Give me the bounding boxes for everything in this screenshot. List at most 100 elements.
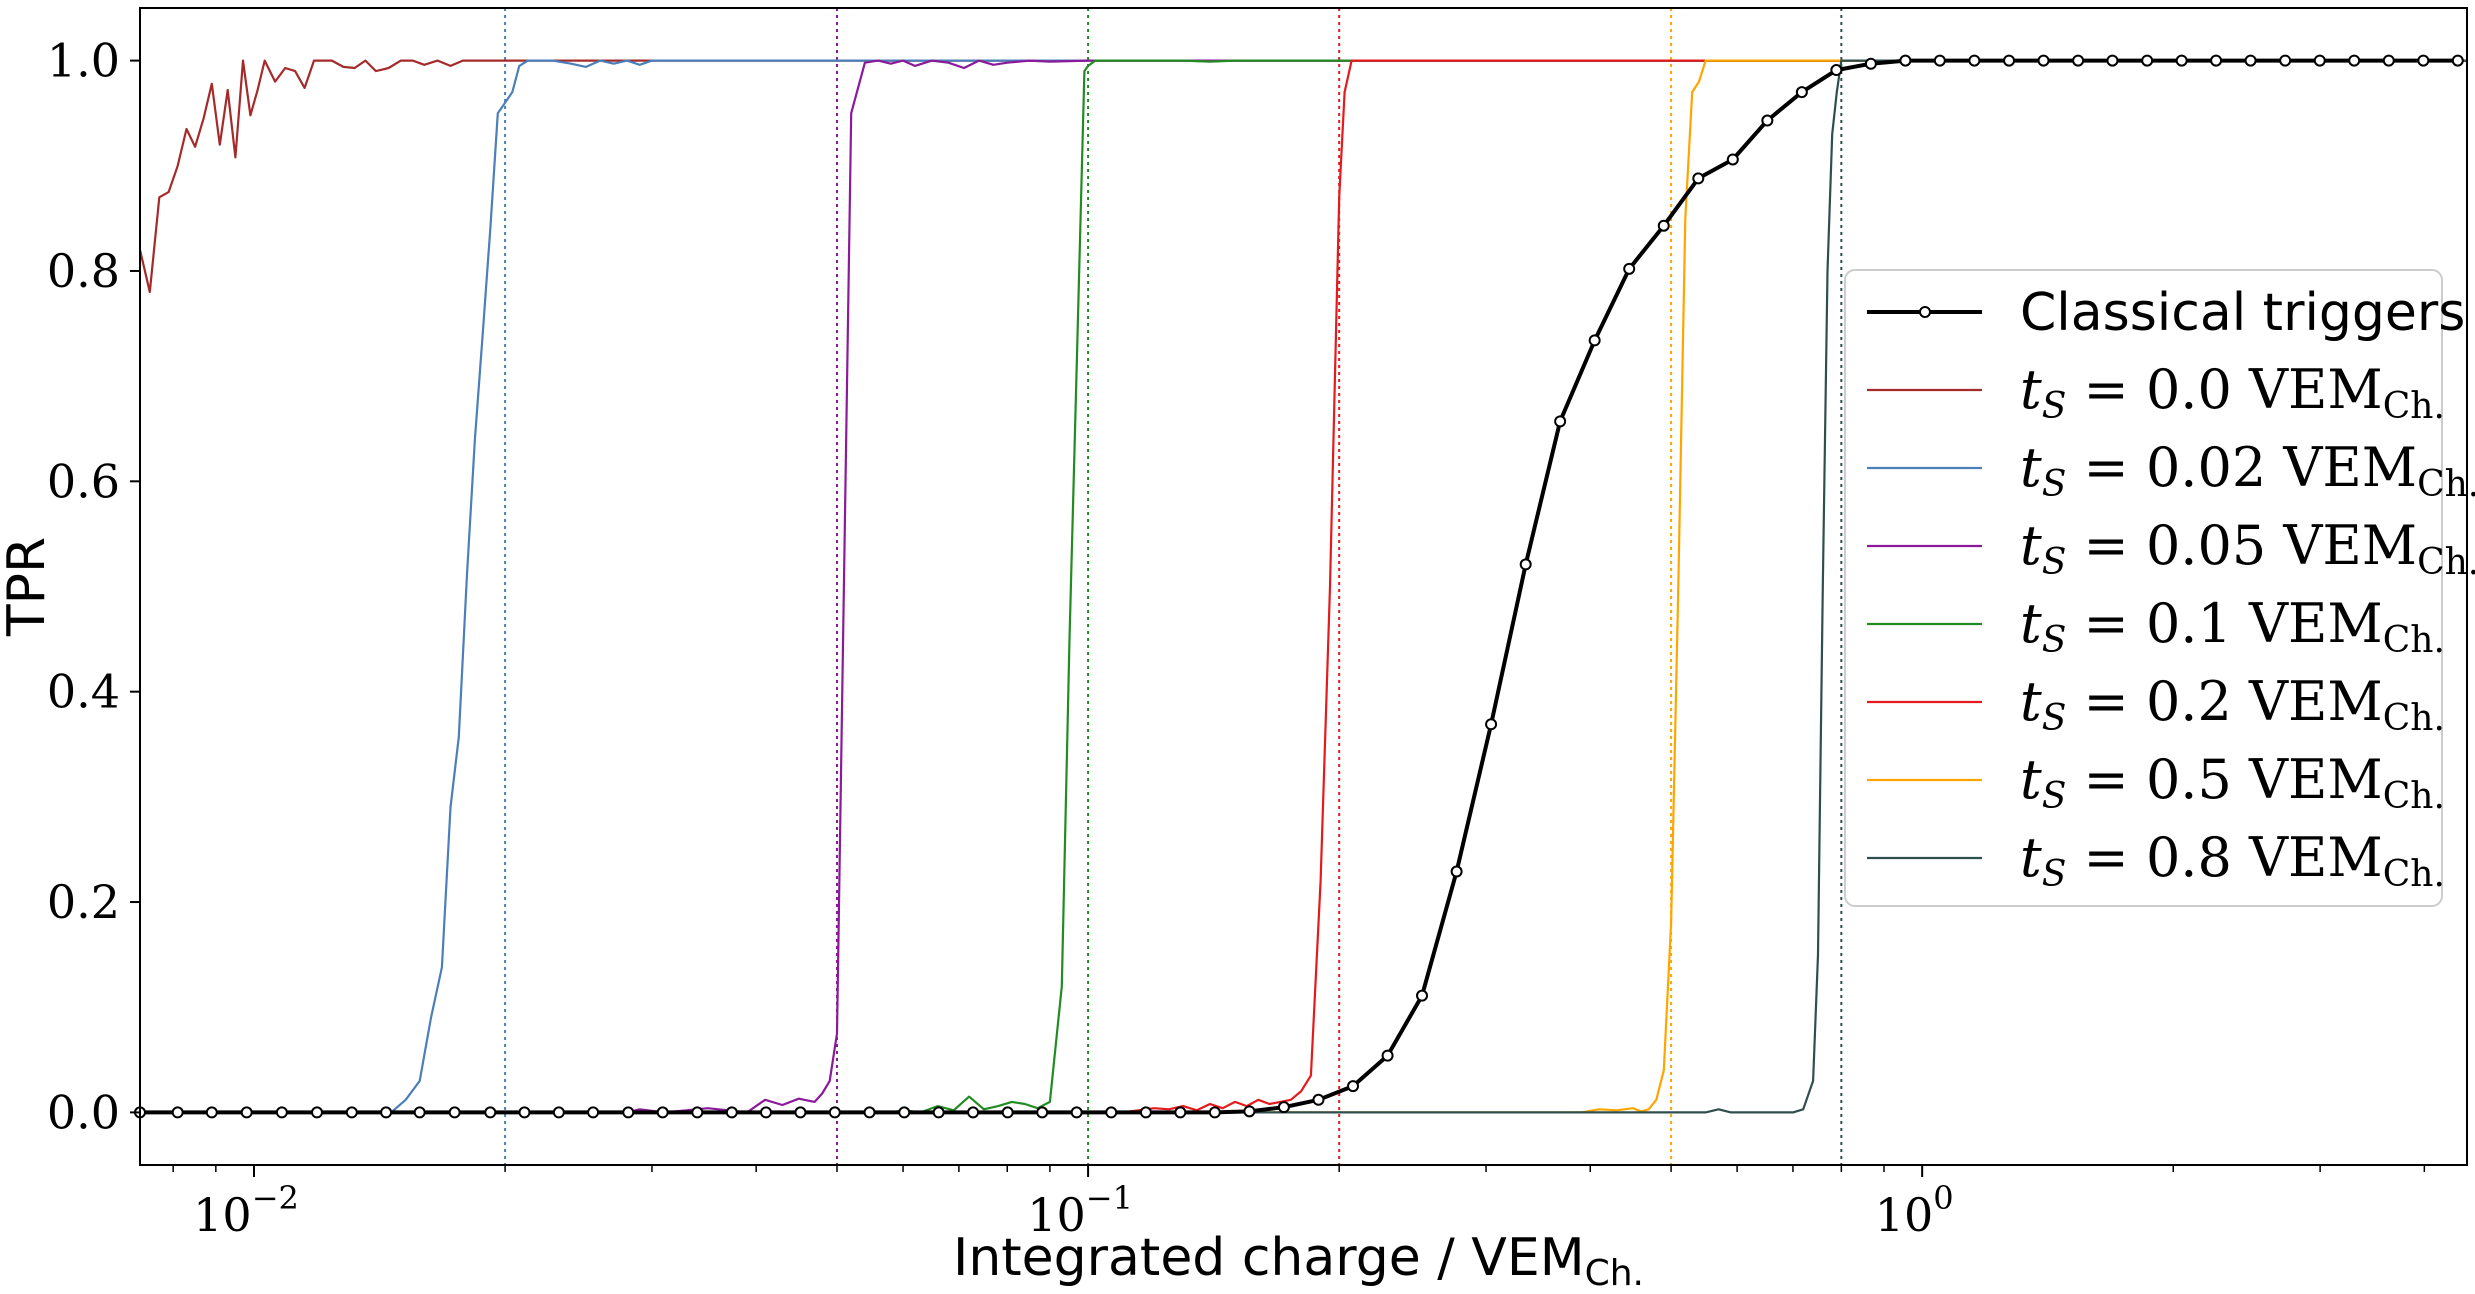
legend-unit: VEM <box>2232 670 2383 733</box>
data-point <box>1312 1093 1325 1106</box>
data-point <box>1001 1106 1014 1119</box>
data-point <box>484 1106 497 1119</box>
legend-symbol-s: S <box>2042 386 2067 427</box>
x-tick-exponent: 0 <box>1933 1179 1953 1217</box>
legend-symbol-s: S <box>2042 464 2067 505</box>
y-tick-label: 0.4 <box>47 665 120 719</box>
legend-label-4: tS = 0.1 VEMCh. <box>2020 592 2445 661</box>
data-point <box>828 1106 841 1119</box>
legend-symbol-s: S <box>2042 620 2067 661</box>
x-tick-base: 10 <box>1875 1188 1934 1242</box>
data-point <box>656 1106 669 1119</box>
x-tick-label: 10−2 <box>193 1179 299 1242</box>
legend-unit: VEM <box>2232 826 2383 889</box>
y-tick-label: 0.0 <box>47 1085 120 1139</box>
data-point <box>759 1106 772 1119</box>
legend-unit-sub: Ch. <box>2417 542 2475 583</box>
x-axis-label-main: Integrated charge / VEM <box>953 1228 1585 1288</box>
data-point <box>1830 64 1843 77</box>
legend-unit: VEM <box>2266 436 2417 499</box>
data-point <box>863 1106 876 1119</box>
data-point <box>1347 1080 1360 1093</box>
legend-symbol-t: t <box>2020 826 2042 889</box>
data-point <box>2003 54 2016 67</box>
legend-equals: = <box>2066 514 2146 577</box>
legend-label-6: tS = 0.5 VEMCh. <box>2020 748 2445 817</box>
legend-equals: = <box>2066 826 2146 889</box>
legend-unit-sub: Ch. <box>2383 698 2445 739</box>
legend-unit: VEM <box>2232 592 2383 655</box>
data-point <box>1450 865 1463 878</box>
legend-symbol-t: t <box>2020 358 2042 421</box>
legend-box <box>1844 269 2443 907</box>
data-point <box>2417 54 2430 67</box>
legend-unit-sub: Ch. <box>2383 620 2445 661</box>
data-point <box>275 1106 288 1119</box>
legend-symbol-t: t <box>2020 670 2042 733</box>
x-tick-base: 10 <box>1027 1188 1086 1242</box>
legend-value: 0.0 <box>2146 358 2232 421</box>
legend-unit-sub: Ch. <box>2383 776 2445 817</box>
data-point <box>1174 1106 1187 1119</box>
data-point <box>2382 54 2395 67</box>
x-tick-base: 10 <box>193 1188 252 1242</box>
data-point <box>2348 54 2361 67</box>
data-point <box>587 1106 600 1119</box>
legend-label-7: tS = 0.8 VEMCh. <box>2020 826 2445 895</box>
data-point <box>1277 1101 1290 1114</box>
legend-equals: = <box>2066 358 2146 421</box>
data-point <box>1070 1106 1083 1119</box>
x-tick-label: 10−1 <box>1027 1179 1133 1242</box>
data-point <box>2313 54 2326 67</box>
data-point <box>171 1106 184 1119</box>
y-tick-label: 0.2 <box>47 875 120 929</box>
legend-value: 0.02 <box>2146 436 2266 499</box>
legend-equals: = <box>2066 670 2146 733</box>
data-point <box>2106 54 2119 67</box>
legend-marker <box>1919 306 1931 318</box>
legend-symbol-t: t <box>2020 592 2042 655</box>
data-point <box>932 1106 945 1119</box>
data-point <box>691 1106 704 1119</box>
y-axis-label: TPR <box>0 537 57 637</box>
data-point <box>1657 219 1670 232</box>
data-point <box>2210 54 2223 67</box>
legend-unit-sub: Ch. <box>2383 854 2445 895</box>
data-point <box>794 1106 807 1119</box>
legend-equals: = <box>2066 748 2146 811</box>
x-axis-ticks: 10−2 10−1 100 <box>172 1165 2426 1242</box>
data-point <box>2037 54 2050 67</box>
legend-symbol-s: S <box>2042 542 2067 583</box>
y-tick-label: 1.0 <box>47 34 120 88</box>
legend-unit-sub: Ch. <box>2417 464 2475 505</box>
series-markers <box>134 54 2464 1119</box>
y-axis-ticks: 0.0 0.2 0.4 0.6 0.8 1.0 <box>47 34 140 1139</box>
series-line-1 <box>140 59 2467 294</box>
data-point <box>1899 54 1912 67</box>
data-point <box>725 1106 738 1119</box>
x-axis-label: Integrated charge / VEMCh. <box>953 1228 1644 1294</box>
data-point <box>1795 86 1808 99</box>
series-line-6 <box>140 59 2467 1114</box>
data-point <box>345 1106 358 1119</box>
series-line-2 <box>140 59 2467 1114</box>
data-point <box>2451 54 2464 67</box>
data-point <box>1554 415 1567 428</box>
data-point <box>622 1106 635 1119</box>
series-line-3 <box>140 59 2467 1114</box>
data-point <box>1623 262 1636 275</box>
data-point <box>1692 172 1705 185</box>
data-point <box>1243 1105 1256 1118</box>
legend-equals: = <box>2066 436 2146 499</box>
data-point <box>1519 558 1532 571</box>
data-point <box>1105 1106 1118 1119</box>
data-point <box>1726 153 1739 166</box>
legend-symbol-s: S <box>2042 776 2067 817</box>
legend-symbol-t: t <box>2020 748 2042 811</box>
legend-symbol-t: t <box>2020 514 2042 577</box>
data-point <box>413 1106 426 1119</box>
data-point <box>2244 54 2257 67</box>
legend-value: 0.8 <box>2146 826 2232 889</box>
